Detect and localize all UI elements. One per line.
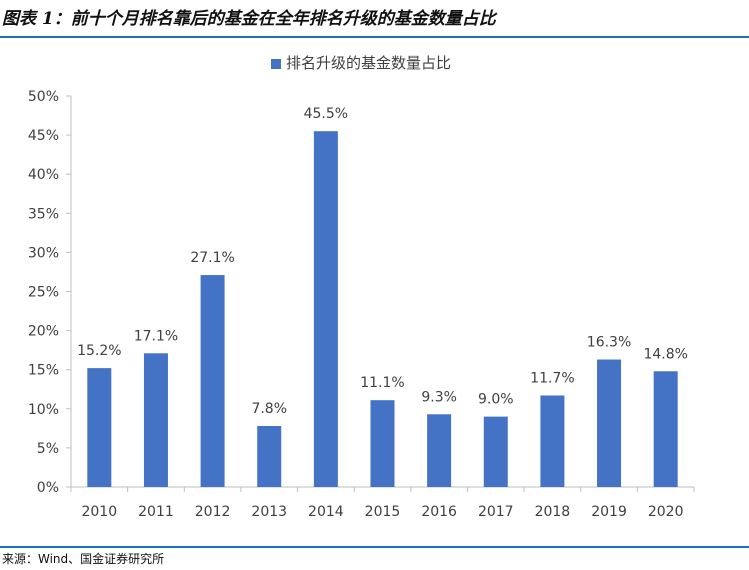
bar [483,416,508,487]
x-tick-label: 2020 [648,504,684,520]
y-tick-label: 5% [37,441,59,457]
data-label: 17.1% [134,328,178,344]
data-label: 27.1% [190,250,234,266]
y-tick-label: 20% [28,324,59,340]
data-label: 14.8% [643,346,687,362]
bar [653,371,678,487]
y-tick-label: 25% [28,285,59,301]
y-tick-label: 40% [28,167,59,183]
legend-label: 排名升级的基金数量占比 [286,54,451,72]
figure-title: 图表 1：前十个月排名靠后的基金在全年排名升级的基金数量占比 [2,9,496,29]
y-tick-label: 10% [28,402,59,418]
x-tick-label: 2012 [195,504,231,520]
data-label: 9.3% [421,389,457,405]
bar [313,131,338,487]
x-tick-label: 2013 [251,504,287,520]
data-label: 15.2% [77,343,121,359]
data-label: 9.0% [478,392,514,408]
bar [257,426,282,487]
x-tick-label: 2010 [81,504,117,520]
y-tick-label: 15% [28,363,59,379]
data-label: 45.5% [304,106,348,122]
bar [87,368,112,487]
bar [143,353,168,487]
y-tick-label: 0% [37,480,59,496]
y-tick-label: 45% [28,128,59,144]
bar [597,359,622,487]
legend-swatch [271,59,281,69]
bar [540,395,565,487]
source-note: 来源：Wind、国金证券研究所 [2,552,165,566]
top-rule [0,36,749,38]
bottom-rule [0,546,749,548]
y-tick-label: 30% [28,245,59,261]
data-label: 16.3% [587,335,631,351]
y-tick-label: 35% [28,206,59,222]
x-tick-label: 2011 [138,504,174,520]
x-tick-label: 2019 [591,504,627,520]
bar [370,400,395,487]
data-label: 11.1% [360,375,404,391]
data-label: 7.8% [251,401,287,417]
x-tick-label: 2014 [308,504,344,520]
y-tick-label: 50% [28,89,59,105]
x-tick-label: 2018 [535,504,571,520]
x-tick-label: 2017 [478,504,514,520]
x-tick-label: 2015 [365,504,401,520]
bar [200,275,225,487]
x-tick-label: 2016 [421,504,457,520]
data-label: 11.7% [530,371,574,387]
bar [427,414,452,487]
bar-chart: 排名升级的基金数量占比 0% 5% 10% 15% 20% 25% 30% 35% 40% 45% 5… [28,54,695,520]
